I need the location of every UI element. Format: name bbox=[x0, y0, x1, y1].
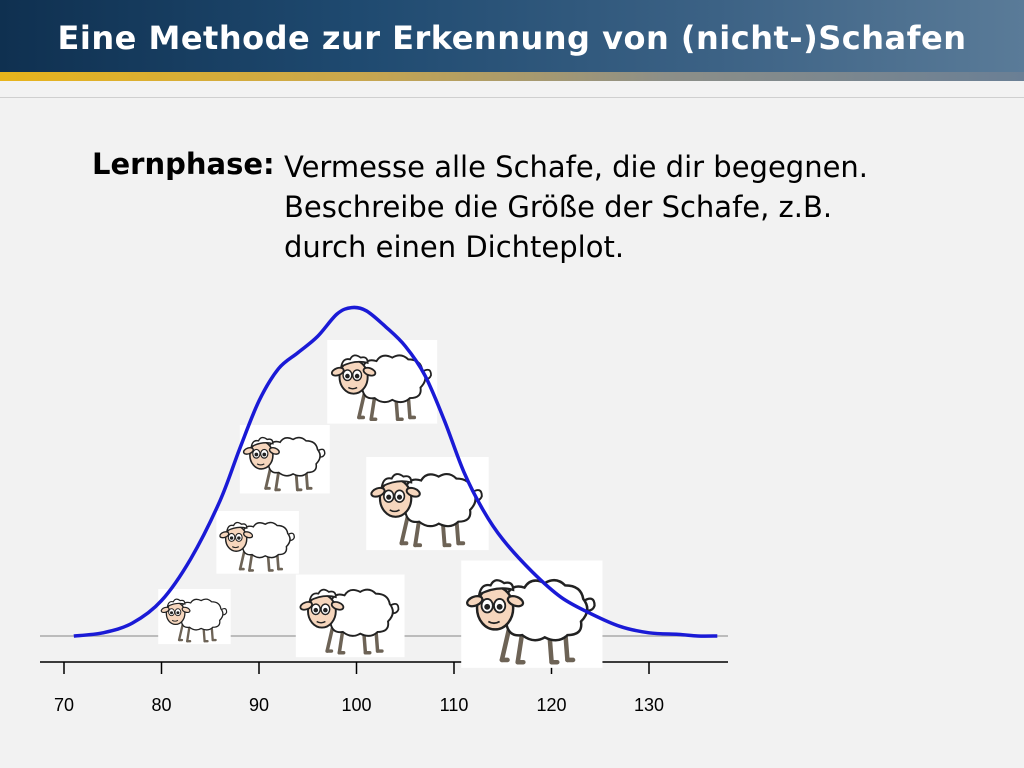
sheep-icon bbox=[216, 511, 299, 574]
title-accent-stripe bbox=[0, 72, 1024, 81]
x-tick-label-130: 130 bbox=[634, 695, 664, 715]
sheep-icon bbox=[158, 589, 231, 645]
x-tick-label-110: 110 bbox=[440, 695, 469, 715]
x-tick-label-120: 120 bbox=[536, 695, 566, 715]
slide-title: Eine Methode zur Erkennung von (nicht-)S… bbox=[57, 19, 967, 57]
lernphase-label: Lernphase: bbox=[92, 147, 275, 181]
x-tick-label-80: 80 bbox=[151, 695, 171, 715]
x-tick-label-90: 90 bbox=[249, 695, 269, 715]
sheep-group bbox=[158, 340, 603, 668]
x-tick-label-100: 100 bbox=[341, 695, 371, 715]
text-line-3: durch einen Dichteplot. bbox=[284, 230, 625, 264]
sheep-icon bbox=[327, 340, 438, 424]
sheep-icon bbox=[366, 457, 489, 551]
x-axis-ticks: 70 80 90 100 110 120 130 bbox=[54, 662, 664, 715]
title-bar bbox=[0, 0, 1024, 72]
sheep-icon bbox=[461, 560, 603, 668]
title-divider bbox=[0, 97, 1024, 98]
sheep-icon bbox=[295, 574, 405, 658]
sheep-icon bbox=[239, 425, 330, 494]
density-curve bbox=[73, 305, 718, 638]
lernphase-text: Vermesse alle Schafe, die dir begegnen. … bbox=[284, 147, 868, 267]
text-line-2: Beschreibe die Größe der Schafe, z.B. bbox=[284, 190, 833, 224]
x-tick-label-70: 70 bbox=[54, 695, 74, 715]
text-line-1: Vermesse alle Schafe, die dir begegnen. bbox=[284, 150, 869, 184]
